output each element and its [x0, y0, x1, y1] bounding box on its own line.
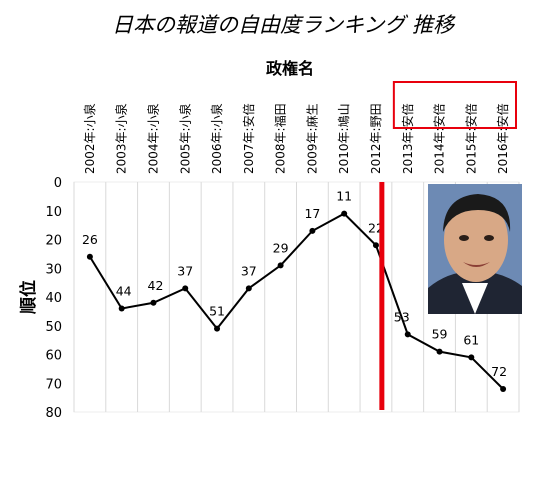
y-tick-label: 0: [54, 176, 62, 191]
category-label: 2006年:小泉: [210, 103, 224, 174]
data-label: 61: [463, 332, 479, 347]
category-label: 2009年:麻生: [304, 103, 319, 174]
category-label: 2015年:安倍: [463, 103, 478, 174]
y-tick-label: 50: [45, 320, 62, 335]
data-label: 29: [273, 240, 289, 255]
y-tick-label: 80: [45, 406, 62, 421]
category-label: 2002年:小泉: [83, 103, 97, 174]
y-tick-label: 20: [45, 234, 62, 249]
series-layer: [86, 210, 507, 392]
category-label: 2014年:安倍: [432, 103, 447, 174]
data-point: [500, 386, 507, 392]
y-tick-label: 40: [45, 291, 62, 306]
data-label: 37: [241, 263, 257, 278]
data-point: [468, 354, 475, 361]
category-labels: 2002年:小泉 2003年:小泉 2004年:小泉 2005年:小泉 2006年:小泉…: [83, 103, 510, 174]
data-label: 59: [432, 327, 448, 342]
category-label: 2012年:野田: [369, 103, 383, 174]
data-point: [372, 242, 379, 249]
y-tick-label: 70: [45, 377, 62, 392]
category-label: 2010年:鳩山: [337, 103, 351, 174]
y-tick-label: 60: [45, 349, 62, 364]
data-point: [182, 285, 189, 292]
data-label: 11: [336, 189, 352, 204]
data-point: [118, 305, 125, 312]
portrait-eye-right: [484, 235, 494, 241]
portrait-hair: [443, 194, 511, 232]
y-tick-label: 30: [45, 262, 62, 277]
y-axis-title: 順位: [18, 280, 39, 314]
y-axis-ticks: 0 10 20 30 40 50 60 70 80: [45, 176, 62, 421]
data-point: [309, 227, 316, 234]
category-label: 2003年:小泉: [115, 103, 129, 174]
category-label: 2004年:小泉: [146, 103, 160, 174]
chart-title: 日本の報道の自由度ランキング 推移: [112, 13, 456, 37]
abe-highlight-box: [392, 81, 518, 129]
portrait-shirt: [462, 283, 488, 314]
category-label: 2005年:小泉: [178, 103, 192, 174]
data-label: 37: [177, 263, 193, 278]
data-label: 72: [491, 364, 507, 379]
data-point: [214, 325, 221, 332]
data-label: 51: [209, 304, 225, 319]
x-axis-title: 政権名: [266, 59, 314, 78]
series-line: [89, 212, 504, 390]
data-point: [277, 262, 284, 269]
portrait-mouth: [463, 262, 490, 267]
category-label: 2016年:安倍: [495, 103, 510, 174]
portrait-eye-left: [459, 235, 469, 241]
data-point: [150, 299, 157, 306]
category-label: 2013年:安倍: [400, 103, 415, 174]
data-point: [86, 253, 93, 260]
category-label: 2008年:福田: [273, 103, 288, 174]
data-label: 26: [82, 232, 98, 247]
data-label: 17: [304, 206, 320, 221]
data-point: [245, 285, 252, 292]
data-point: [341, 210, 348, 217]
data-point: [436, 348, 443, 355]
data-label: 44: [116, 284, 132, 299]
data-point: [404, 331, 411, 338]
portrait-face: [444, 198, 508, 282]
category-label: 2007年:安倍: [241, 103, 256, 174]
y-tick-label: 10: [45, 205, 62, 220]
data-label: 42: [148, 278, 164, 293]
politician-portrait: [428, 184, 522, 314]
data-label: 53: [394, 309, 410, 324]
